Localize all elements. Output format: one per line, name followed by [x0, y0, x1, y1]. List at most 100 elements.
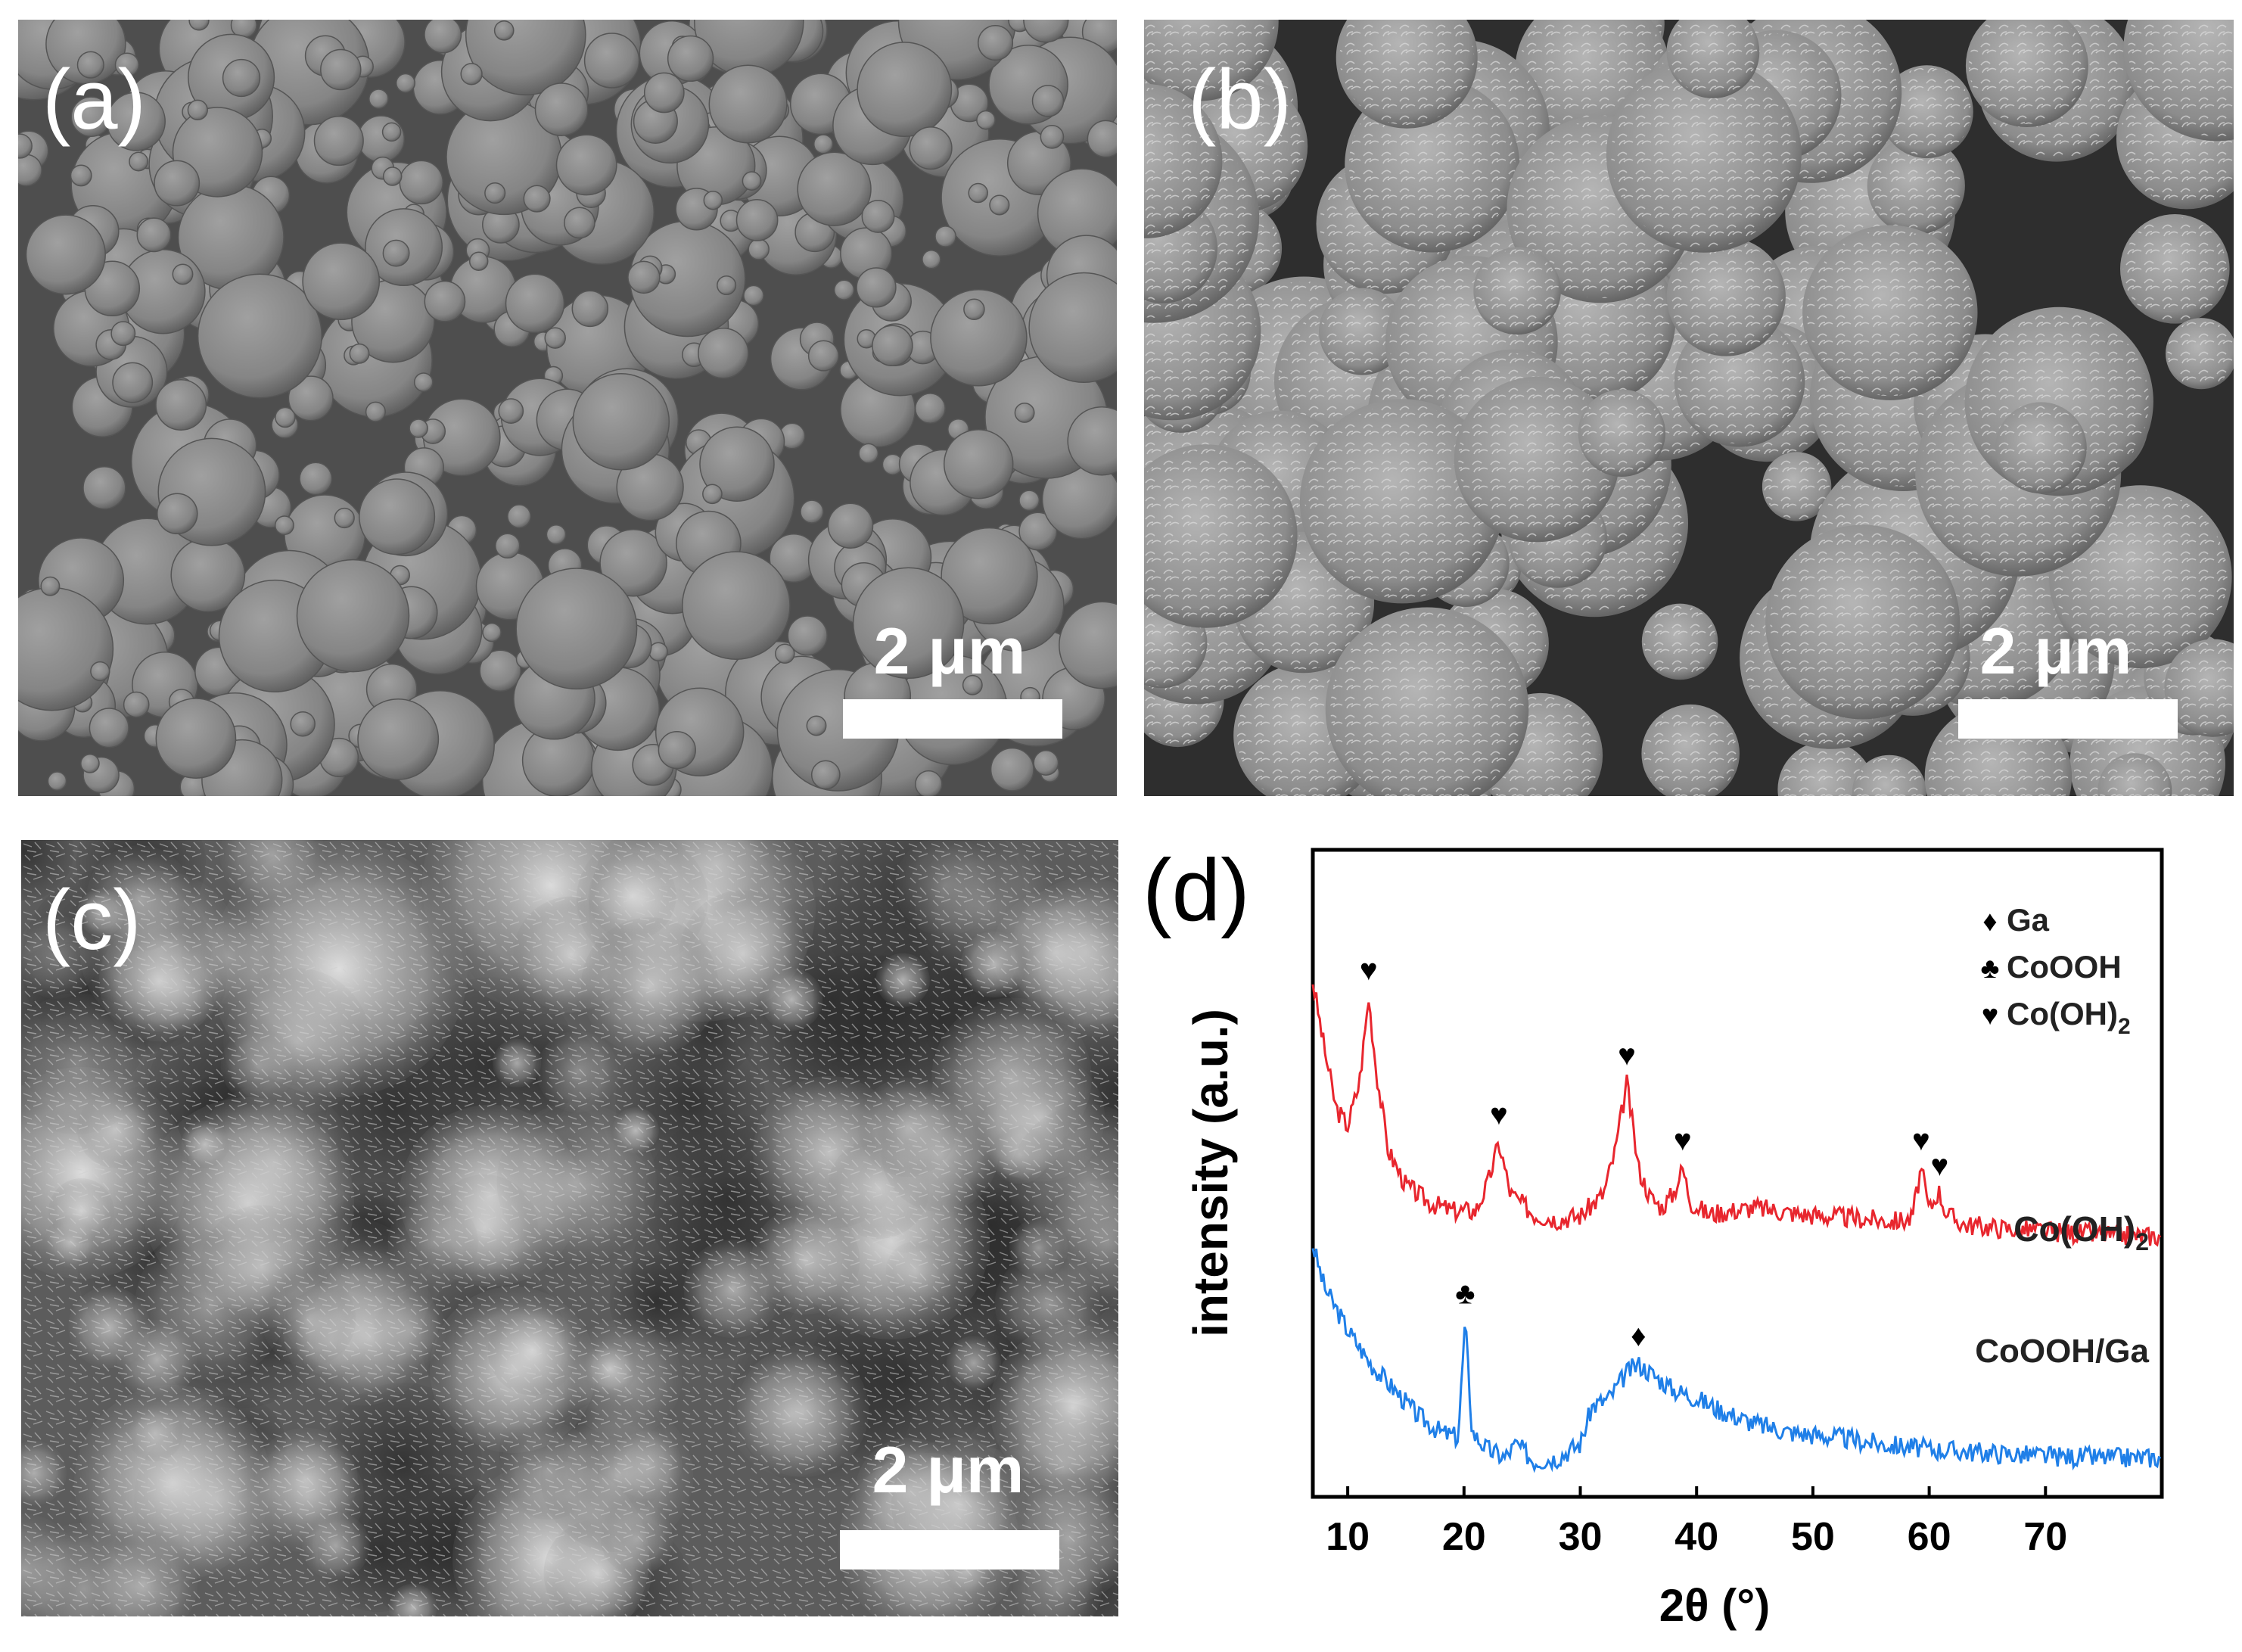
particle-sphere [70, 164, 92, 187]
x-tick-label: 30 [1559, 1515, 1603, 1559]
particle-sphere [424, 280, 466, 322]
particle-sphere [222, 58, 261, 98]
particle-sphere [482, 622, 502, 642]
sem-panel-c: (c) 2 μm [21, 840, 1118, 1616]
particle-sphere [861, 199, 895, 233]
particle-sphere [334, 507, 355, 529]
plot-frame [1311, 848, 2164, 1499]
particle-cluster-texture [1969, 20, 2085, 124]
peak-marker: ♥ [1931, 1150, 1949, 1183]
particle-sphere [856, 267, 897, 308]
peak-marker: ♥ [1618, 1038, 1636, 1072]
particle-sphere [187, 99, 208, 120]
particle-sphere [129, 151, 149, 172]
particle-sphere [857, 42, 953, 138]
particle-sphere [299, 462, 333, 496]
particle-sphere [976, 110, 996, 130]
particle-sphere [106, 92, 166, 151]
particle-sphere [154, 160, 201, 207]
particle-sphere [546, 524, 567, 545]
particle-cluster-texture [2167, 319, 2234, 387]
particle-sphere [699, 426, 775, 502]
particle-sphere [963, 298, 985, 321]
particle-sphere [852, 567, 965, 680]
particle-sphere [1028, 272, 1117, 384]
particle-sphere [290, 711, 316, 737]
particle-sphere [82, 466, 126, 510]
legend-symbol: ♥ [1982, 1000, 1999, 1031]
particle-sphere [797, 151, 872, 226]
particle-sphere [395, 73, 416, 93]
particle-cluster-texture [1330, 612, 1524, 796]
particle-sphere [90, 661, 110, 682]
particle-sphere [382, 166, 403, 186]
y-axis-label: intensity (a.u.) [1183, 1009, 1238, 1337]
particle-sphere [47, 771, 67, 791]
particle-cluster-texture [1144, 88, 1219, 235]
particle-sphere [507, 504, 532, 529]
particle-sphere [930, 289, 1028, 387]
particle-sphere [155, 698, 237, 779]
particle-sphere [702, 484, 723, 505]
scale-bar-c [840, 1530, 1059, 1570]
particle-sphere [320, 48, 362, 91]
particle-sphere [357, 698, 440, 780]
x-tick-label: 70 [2023, 1515, 2067, 1559]
sem-panel-a: (a) 2 μm [18, 20, 1117, 796]
particle-cluster-texture [1770, 529, 1955, 715]
particle-sphere [1023, 20, 1069, 43]
particle-sphere [787, 615, 828, 656]
particle-sphere [1040, 124, 1065, 149]
particle-sphere [977, 25, 1014, 61]
particle-sphere [571, 290, 609, 328]
x-tick-label: 10 [1326, 1515, 1370, 1559]
panel-label-a: (a) [42, 52, 146, 147]
series-label-coooh-ga: CoOOH/Ga [1975, 1333, 2149, 1370]
particle-sphere [468, 251, 489, 271]
particle-sphere [909, 126, 953, 170]
panel-label-c: (c) [42, 873, 141, 967]
particle-sphere [968, 182, 988, 204]
particle-sphere [40, 576, 61, 596]
series-label-coh2: Co(OH)2 [2013, 1209, 2149, 1255]
particle-sphere [25, 214, 106, 295]
particle-sphere [505, 273, 565, 334]
particle-sphere [748, 238, 770, 260]
particle-sphere [515, 568, 638, 690]
particle-sphere [114, 52, 140, 77]
particle-cluster-texture [1580, 391, 1664, 475]
particle-sphere [989, 194, 1010, 216]
particle-cluster-texture [1320, 290, 1404, 373]
particle-sphere [813, 134, 834, 154]
particle-sphere [775, 643, 795, 664]
particle-sphere [806, 715, 827, 736]
particle-sphere [188, 20, 210, 31]
particle-sphere [1014, 402, 1035, 423]
particle-cluster-texture [2166, 641, 2234, 735]
particle-cluster-texture [1870, 139, 1963, 232]
series-line-coooh-ga [1311, 1248, 2162, 1473]
particle-sphere [698, 327, 749, 379]
particle-sphere [274, 515, 294, 536]
particle-sphere [643, 72, 685, 114]
particle-sphere [555, 134, 617, 196]
particle-sphere [479, 649, 521, 692]
particle-sphere [827, 502, 874, 549]
sem-panel-b: (b) 2 μm [1144, 20, 2234, 796]
particle-sphere [493, 20, 515, 41]
particle-sphere [564, 207, 595, 239]
x-axis-label: 2θ (°) [1659, 1580, 1770, 1631]
particle-sphere [1087, 120, 1117, 158]
legend-label: Co(OH)2 [2007, 996, 2131, 1039]
particle-sphere [136, 217, 172, 253]
particle-sphere [1031, 85, 1065, 117]
particle-cluster-texture [2099, 754, 2170, 796]
particle-sphere [112, 362, 154, 403]
x-tick-label: 50 [1791, 1515, 1835, 1559]
particle-cluster-texture [1668, 20, 1758, 96]
scale-bar-a [843, 699, 1062, 739]
particle-sphere [703, 190, 723, 210]
particle-sphere [572, 373, 670, 471]
particle-sphere [368, 89, 389, 109]
particle-sphere [18, 133, 33, 159]
